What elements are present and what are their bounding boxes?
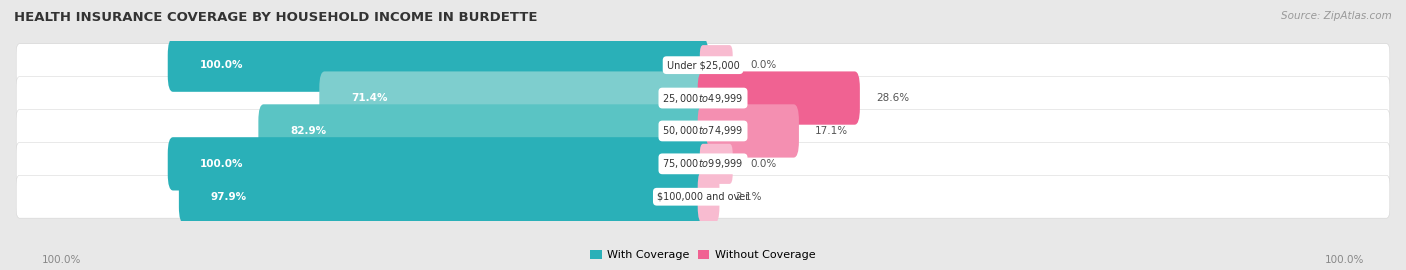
Text: 97.9%: 97.9% bbox=[211, 192, 247, 202]
Text: $100,000 and over: $100,000 and over bbox=[657, 192, 749, 202]
Legend: With Coverage, Without Coverage: With Coverage, Without Coverage bbox=[586, 245, 820, 264]
Text: 28.6%: 28.6% bbox=[876, 93, 908, 103]
Text: HEALTH INSURANCE COVERAGE BY HOUSEHOLD INCOME IN BURDETTE: HEALTH INSURANCE COVERAGE BY HOUSEHOLD I… bbox=[14, 11, 537, 24]
Text: 0.0%: 0.0% bbox=[751, 60, 778, 70]
FancyBboxPatch shape bbox=[167, 39, 709, 92]
FancyBboxPatch shape bbox=[700, 45, 733, 85]
FancyBboxPatch shape bbox=[17, 110, 1389, 152]
FancyBboxPatch shape bbox=[697, 170, 720, 223]
FancyBboxPatch shape bbox=[17, 175, 1389, 218]
FancyBboxPatch shape bbox=[700, 144, 733, 184]
Text: 100.0%: 100.0% bbox=[200, 159, 243, 169]
Text: $75,000 to $99,999: $75,000 to $99,999 bbox=[662, 157, 744, 170]
FancyBboxPatch shape bbox=[17, 44, 1389, 87]
Text: 71.4%: 71.4% bbox=[352, 93, 388, 103]
Text: Under $25,000: Under $25,000 bbox=[666, 60, 740, 70]
FancyBboxPatch shape bbox=[179, 170, 709, 223]
Text: 2.1%: 2.1% bbox=[735, 192, 762, 202]
Text: Source: ZipAtlas.com: Source: ZipAtlas.com bbox=[1281, 11, 1392, 21]
FancyBboxPatch shape bbox=[17, 77, 1389, 119]
FancyBboxPatch shape bbox=[697, 72, 860, 125]
Text: $25,000 to $49,999: $25,000 to $49,999 bbox=[662, 92, 744, 104]
Text: 100.0%: 100.0% bbox=[42, 255, 82, 265]
Text: 82.9%: 82.9% bbox=[290, 126, 326, 136]
Text: 100.0%: 100.0% bbox=[200, 60, 243, 70]
FancyBboxPatch shape bbox=[697, 104, 799, 158]
Text: 0.0%: 0.0% bbox=[751, 159, 778, 169]
FancyBboxPatch shape bbox=[319, 72, 709, 125]
Text: 17.1%: 17.1% bbox=[815, 126, 848, 136]
FancyBboxPatch shape bbox=[167, 137, 709, 190]
FancyBboxPatch shape bbox=[259, 104, 709, 158]
Text: $50,000 to $74,999: $50,000 to $74,999 bbox=[662, 124, 744, 137]
FancyBboxPatch shape bbox=[17, 143, 1389, 185]
Text: 100.0%: 100.0% bbox=[1324, 255, 1364, 265]
